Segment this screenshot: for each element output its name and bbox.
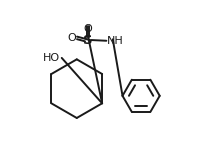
Text: O: O (84, 24, 93, 34)
Text: O: O (67, 33, 76, 43)
Text: HO: HO (43, 53, 60, 63)
Text: NH: NH (107, 36, 124, 46)
Text: S: S (83, 34, 93, 46)
